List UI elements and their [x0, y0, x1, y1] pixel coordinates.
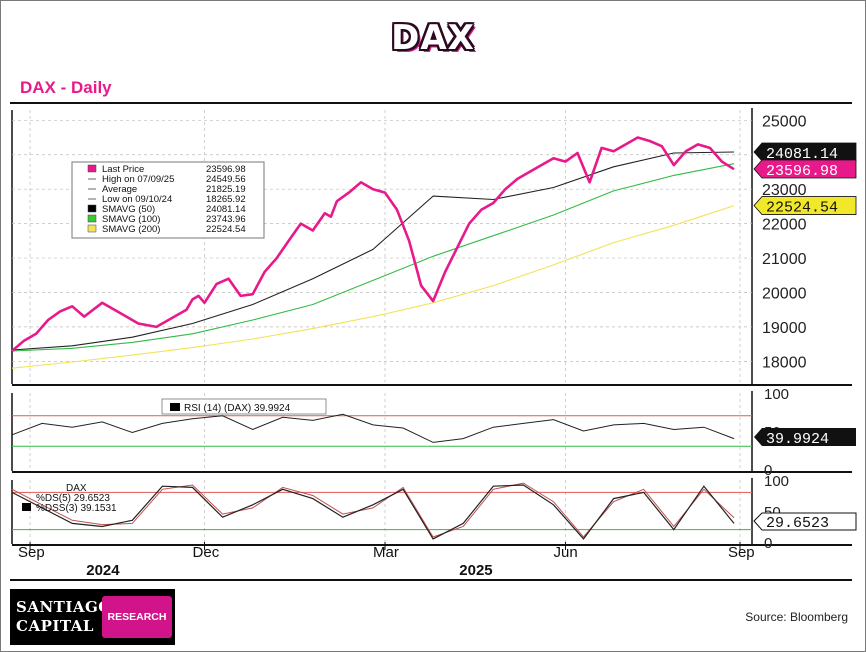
sma50-line [11, 151, 735, 351]
logo-research-badge: RESEARCH [102, 596, 172, 638]
stoch-legend-swatch [22, 503, 31, 511]
legend-label: SMAVG (50) [102, 204, 155, 215]
price-line [11, 136, 735, 352]
legend-label: Last Price [102, 164, 144, 175]
logo-wordmark: SANTIAGO CAPITAL [16, 598, 112, 636]
legend-value: 23596.98 [206, 164, 246, 175]
stoch-dss-line [11, 482, 735, 538]
y-tick-label: 18000 [762, 354, 807, 371]
x-month-label: Dec [193, 544, 220, 561]
rsi-legend-swatch [170, 403, 180, 411]
rsi-tick-label: 0 [764, 462, 772, 479]
source-note: Source: Bloomberg [745, 610, 848, 624]
x-year-label: 2024 [86, 562, 120, 579]
y-tick-label: 20000 [762, 285, 807, 302]
rsi-legend-label: RSI (14) (DAX) 39.9924 [184, 403, 291, 414]
stoch-legend-label: DAX [66, 483, 87, 494]
legend-label: Average [102, 184, 137, 195]
legend-value: 21825.19 [206, 184, 246, 195]
logo-line-1: SANTIAGO [16, 598, 112, 616]
legend-box [71, 161, 265, 239]
legend-label: SMAVG (200) [102, 224, 160, 235]
divider-top [10, 102, 852, 104]
legend-label: Low on 09/10/24 [102, 194, 172, 205]
stoch-ds-line [11, 484, 735, 540]
x-month-label: Jun [553, 544, 577, 561]
price-badge [753, 159, 857, 179]
rsi-legend-box [161, 398, 327, 415]
divider-bottom [10, 579, 852, 581]
price-badge [753, 142, 857, 162]
legend-label: High on 07/09/25 [102, 174, 174, 185]
x-month-label: Sep [728, 544, 755, 561]
page-title: DAX [391, 18, 475, 58]
legend-value: 24549.56 [206, 174, 246, 185]
price-badge [753, 196, 857, 215]
stoch-legend-label: %DS(5) 29.6523 [36, 493, 110, 504]
y-tick-label: 23000 [762, 182, 807, 199]
legend-label: SMAVG (100) [102, 214, 160, 225]
legend-value: 18265.92 [206, 194, 246, 205]
legend-swatch [87, 214, 97, 223]
chart-subtitle: DAX - Daily [20, 78, 112, 97]
legend-value: 22524.54 [206, 224, 246, 235]
stoch-tick-label: 0 [764, 535, 772, 552]
legend-swatch [87, 204, 97, 213]
legend-swatch [87, 164, 97, 173]
price-badge-label: 24081.14 [766, 146, 838, 163]
rsi-line [11, 413, 735, 443]
y-tick-label: 25000 [762, 113, 807, 130]
sma100-line [11, 163, 735, 352]
price-badge-label: 23596.98 [766, 163, 838, 180]
x-month-label: Mar [373, 544, 399, 561]
y-tick-label: 21000 [762, 251, 807, 268]
x-month-label: Sep [18, 544, 45, 561]
rsi-tick-label: 100 [764, 386, 789, 403]
x-year-label: 2025 [459, 562, 492, 579]
stoch-legend-label: %DSS(3) 39.1531 [36, 503, 117, 514]
rsi-value-badge-label: 39.9924 [766, 431, 829, 448]
stoch-value-badge [753, 512, 857, 531]
stoch-value-badge-label: 29.6523 [766, 515, 829, 532]
legend-value: 23743.96 [206, 214, 246, 225]
y-tick-label: 19000 [762, 320, 807, 337]
sma200-line [11, 205, 735, 369]
price-badge-label: 22524.54 [766, 200, 838, 217]
legend-swatch [87, 224, 97, 233]
y-tick-label: 22000 [762, 217, 807, 234]
santiago-capital-logo: SANTIAGO CAPITAL RESEARCH [10, 589, 175, 645]
logo-line-2: CAPITAL [16, 617, 94, 635]
legend-value: 24081.14 [206, 204, 246, 215]
rsi-value-badge [754, 428, 856, 446]
stoch-tick-label: 100 [764, 473, 789, 490]
